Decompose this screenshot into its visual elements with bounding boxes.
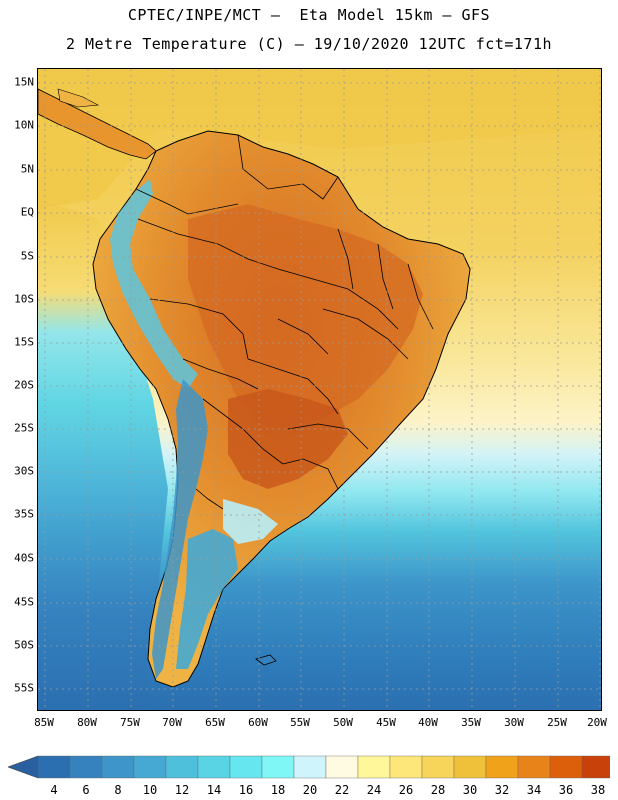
lon-label: 35W [461,716,481,729]
colorbar-label: 36 [558,783,574,797]
falkland-islands [255,654,277,666]
lon-label: 60W [248,716,268,729]
lat-label: 30S [14,464,34,478]
lon-label: 75W [120,716,140,729]
colorbar-swatch [549,755,583,779]
colorbar-label: 16 [238,783,254,797]
lon-label: 55W [290,716,310,729]
lat-label: EQ [20,205,34,219]
lat-label: 15N [14,75,34,89]
colorbar-swatch [453,755,487,779]
lon-label: 80W [77,716,97,729]
andes-north [110,179,198,389]
colorbar-swatch [421,755,455,779]
hot-chaco [228,389,348,489]
colorbar-swatch [293,755,327,779]
lat-label: 10N [14,118,34,132]
tropical-ocean-band [38,69,601,209]
lon-label: 85W [34,716,54,729]
lat-label: 55S [14,681,34,695]
graticule [38,69,601,710]
colorbar-label: 22 [334,783,350,797]
colorbar-swatch [101,755,135,779]
temperature-colorbar [8,755,610,779]
map-title-line2: 2 Metre Temperature (C) – 19/10/2020 12U… [65,35,553,53]
lat-label: 10S [14,292,34,306]
colorbar-swatch [133,755,167,779]
colorbar-low-end [8,755,39,779]
colorbar-label: 24 [366,783,382,797]
colorbar-swatch [229,755,263,779]
lon-label: 40W [418,716,438,729]
lat-label: 15S [14,335,34,349]
lat-label: 5S [20,249,34,263]
lon-label: 65W [205,716,225,729]
colorbar-label: 38 [590,783,606,797]
lon-label: 70W [162,716,182,729]
colorbar-label: 18 [270,783,286,797]
colorbar-label: 30 [462,783,478,797]
hot-interior [188,204,423,429]
colorbar-label: 20 [302,783,318,797]
patagonia-cool [176,529,238,669]
colorbar-label: 12 [174,783,190,797]
colorbar-swatch [517,755,551,779]
colorbar-label: 28 [430,783,446,797]
map-title-line1: CPTEC/INPE/MCT – Eta Model 15km – GFS [127,6,491,24]
colorbar-swatch [165,755,199,779]
colorbar-swatch [261,755,295,779]
colorbar-swatch [389,755,423,779]
pampas-mild [223,499,278,544]
colorbar-label: 32 [494,783,510,797]
temperature-map [37,68,602,711]
lon-label: 25W [547,716,567,729]
lat-label: 50S [14,638,34,652]
colorbar-swatch [69,755,103,779]
pacific-ocean [38,199,168,710]
lat-label: 40S [14,551,34,565]
colorbar-label: 14 [206,783,222,797]
colorbar-swatch [325,755,359,779]
lon-label: 50W [333,716,353,729]
lat-label: 20S [14,378,34,392]
map-canvas [38,69,601,710]
colorbar-label: 8 [114,783,122,797]
colorbar-label: 34 [526,783,542,797]
lon-label: 45W [376,716,396,729]
colorbar-swatch [581,755,610,779]
colorbar-swatch [197,755,231,779]
colorbar-swatch [37,755,71,779]
lon-label: 20W [587,716,607,729]
colorbar-label: 6 [82,783,90,797]
colorbar-label: 10 [142,783,158,797]
lat-label: 35S [14,507,34,521]
colorbar-swatch [357,755,391,779]
colorbar-swatch [485,755,519,779]
lat-label: 5N [20,162,34,176]
country-borders [135,134,434,510]
lon-label: 30W [504,716,524,729]
lat-label: 45S [14,595,34,609]
colorbar-label: 26 [398,783,414,797]
andes-south [152,379,208,679]
lat-label: 25S [14,421,34,435]
colorbar-label: 4 [50,783,58,797]
